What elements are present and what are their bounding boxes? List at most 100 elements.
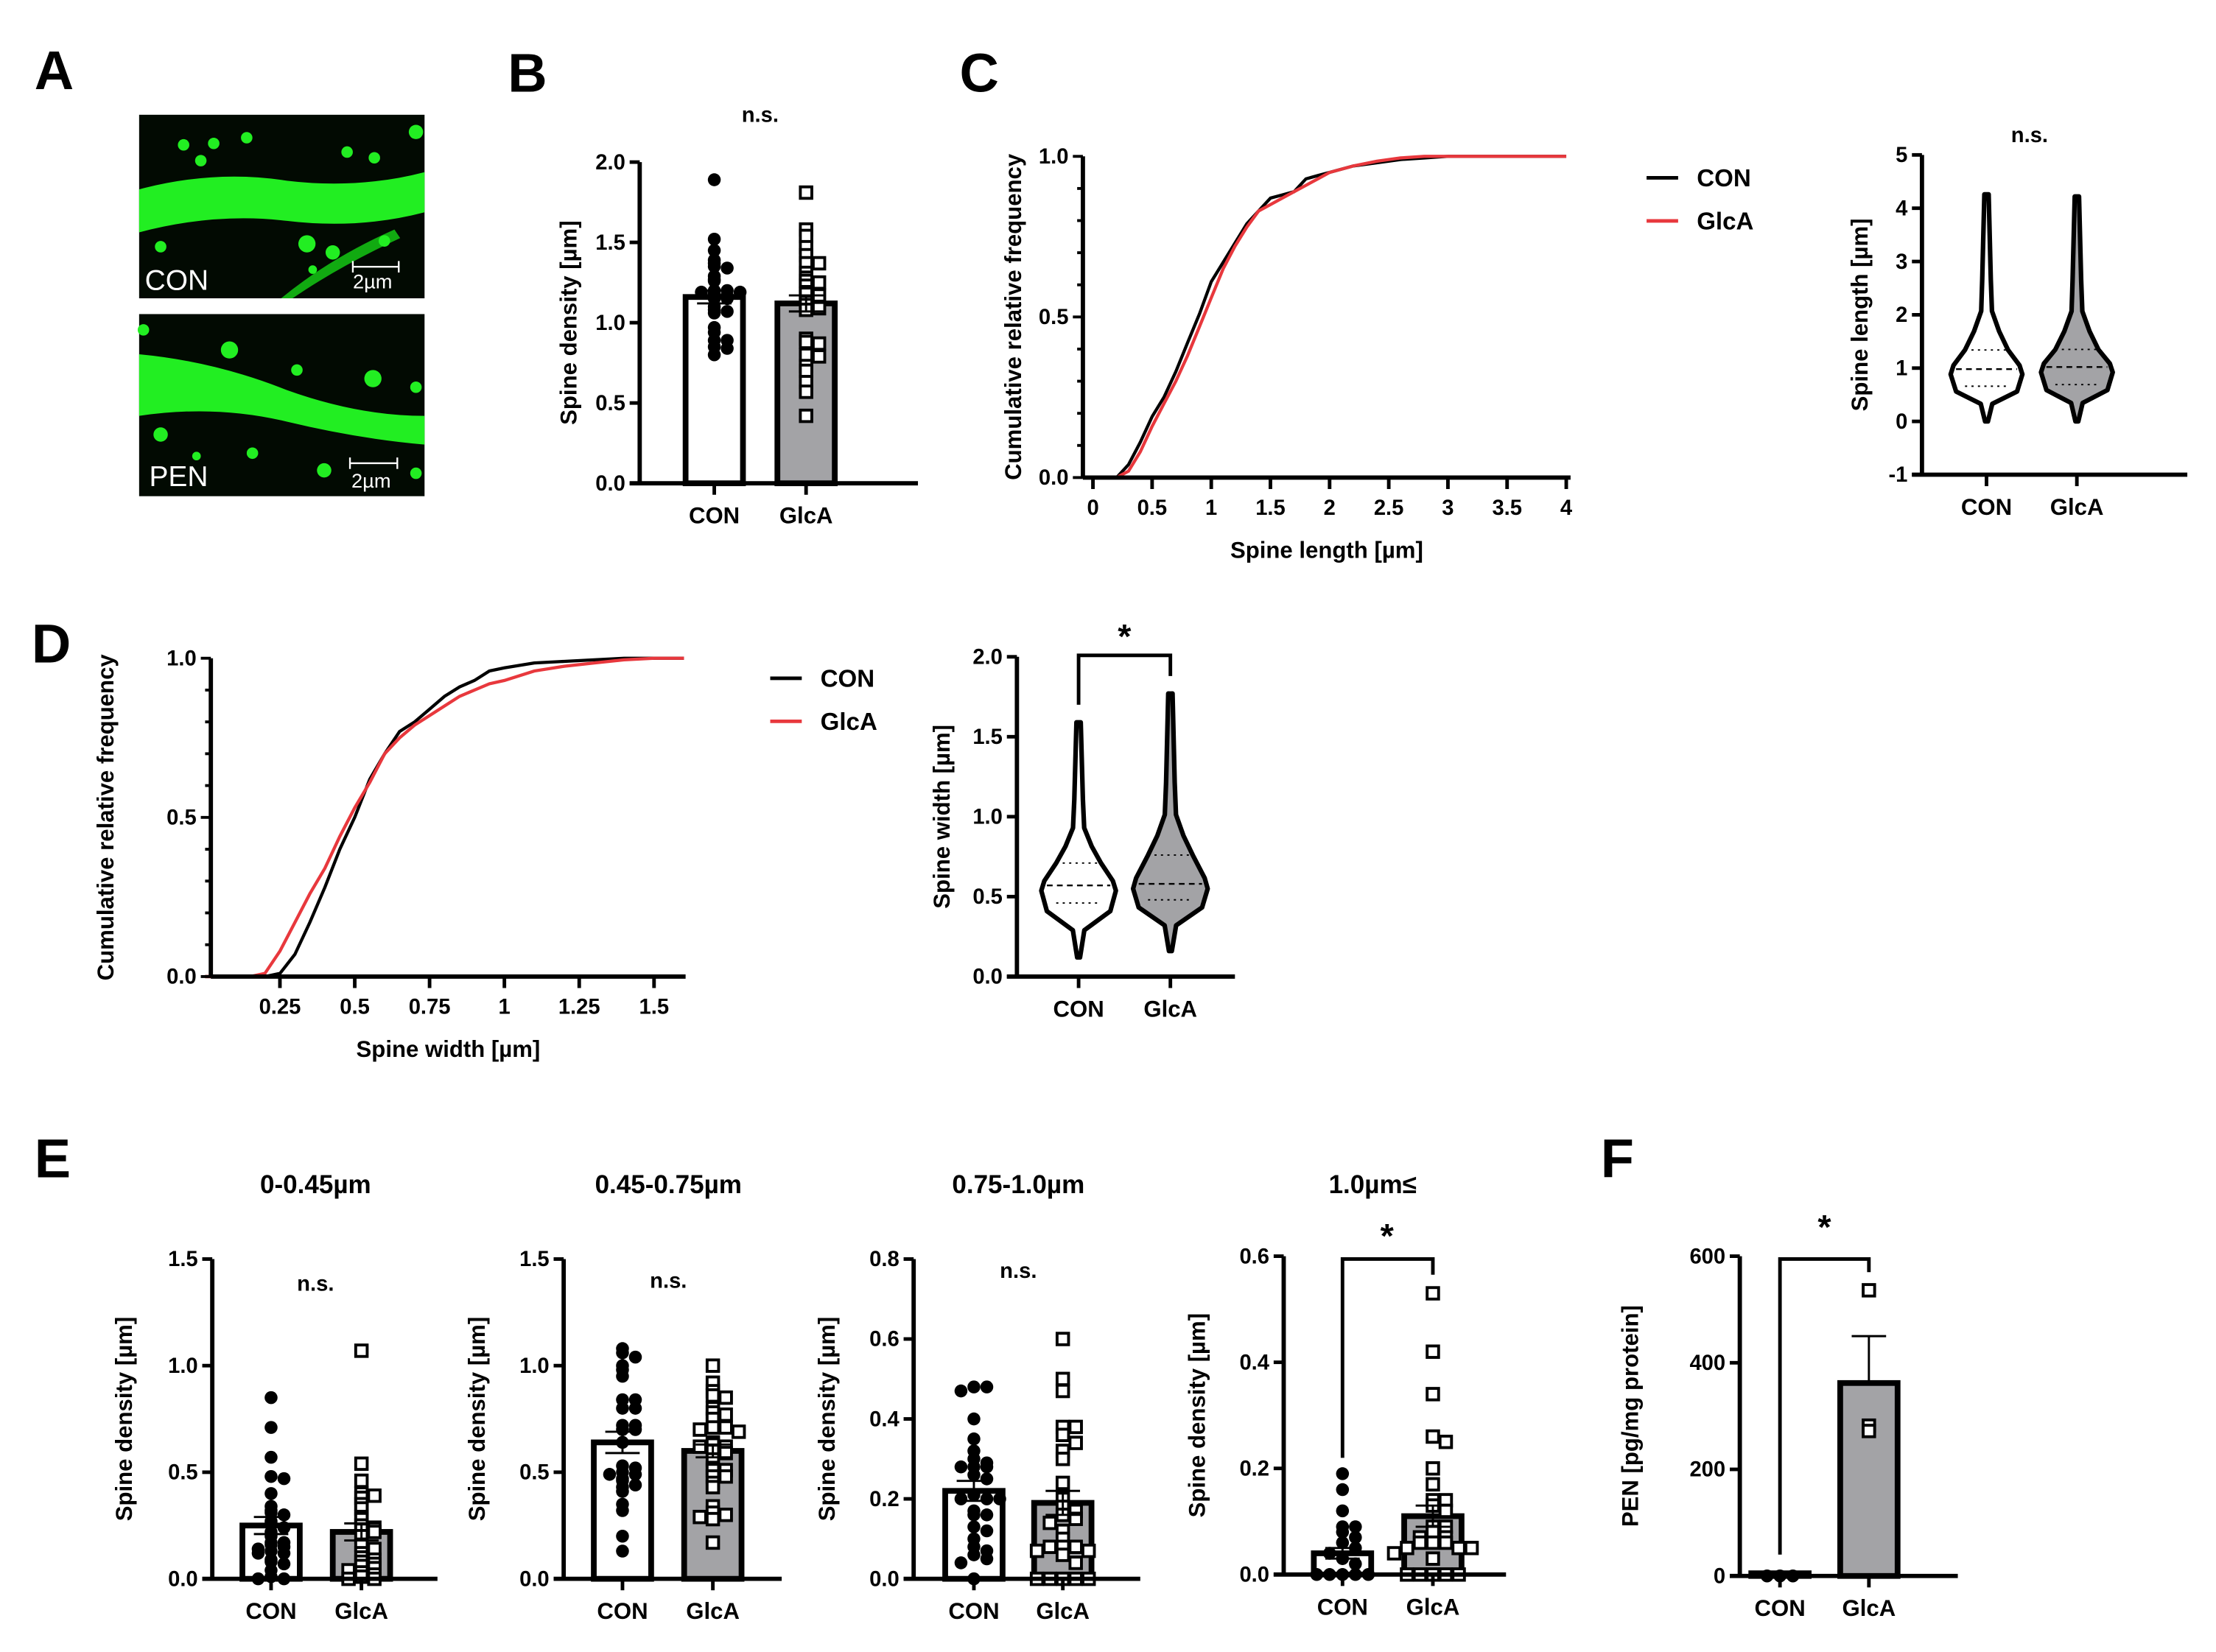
y-axis-label: Spine length [µm] — [1847, 218, 1873, 411]
data-point-glca — [1464, 1541, 1479, 1556]
y-tick-label: 0.0 — [595, 472, 625, 496]
y-tick-label: 0.5 — [166, 806, 197, 830]
data-point-glca — [718, 1407, 733, 1422]
y-tick-label: 1 — [1896, 357, 1907, 381]
y-axis-label: PEN [pg/mg protein] — [1617, 1305, 1643, 1527]
chart-c-violin: -1 0 1 2 3 4 5 CON GlcA Spine length [µm] n.s. — [1847, 124, 2188, 520]
y-tick-label: 600 — [1689, 1245, 1725, 1268]
y-tick-label: 400 — [1689, 1352, 1725, 1375]
chart-title: 1.0µm≤ — [1329, 1170, 1417, 1199]
data-point-con — [733, 285, 747, 299]
x-tick-label: 1 — [499, 996, 511, 1019]
x-tick-label-con: CON — [597, 1598, 648, 1624]
data-point-glca — [705, 1358, 720, 1373]
data-point-con — [628, 1468, 642, 1481]
data-point-glca — [1055, 1371, 1070, 1387]
x-tick-label-glca: GlcA — [779, 503, 833, 529]
y-tick-label: 2.0 — [972, 645, 1003, 669]
data-point-con — [720, 261, 734, 275]
data-point-glca — [1426, 1461, 1440, 1476]
data-point-con — [980, 1524, 994, 1538]
significance-label: * — [1381, 1217, 1395, 1255]
data-point-con — [277, 1547, 291, 1560]
data-point-glca — [1055, 1332, 1070, 1346]
data-point-glca — [799, 185, 813, 200]
data-point-glca — [1055, 1427, 1070, 1442]
data-point-glca — [1068, 1539, 1083, 1554]
x-tick-label-con: CON — [1755, 1595, 1806, 1621]
y-tick-label: 3 — [1896, 250, 1907, 274]
data-point-glca — [705, 1388, 720, 1403]
data-point-glca — [1055, 1383, 1070, 1399]
data-point-glca — [692, 1439, 707, 1454]
microscopy-image-pen: PEN 2µm — [137, 314, 425, 496]
data-point-glca — [1862, 1424, 1876, 1438]
y-tick-label: 0.0 — [1239, 1564, 1269, 1587]
y-axis-label: Spine density [µm] — [464, 1317, 490, 1521]
data-point-con — [980, 1492, 994, 1505]
data-point-con — [616, 1346, 629, 1360]
image-label-pen: PEN — [149, 461, 208, 493]
data-point-con — [967, 1412, 981, 1426]
data-point-glca — [705, 1420, 720, 1435]
data-point-con — [616, 1529, 629, 1543]
y-tick-label: 0.6 — [1239, 1245, 1269, 1268]
x-tick-label: 1 — [1205, 496, 1217, 520]
data-point-con — [616, 1544, 629, 1558]
data-point-con — [264, 1421, 278, 1434]
data-point-con — [628, 1478, 642, 1492]
y-axis-label: Spine density [µm] — [111, 1317, 137, 1521]
data-point-glca — [731, 1424, 746, 1439]
data-point-con — [980, 1508, 994, 1522]
data-point-glca — [1068, 1511, 1083, 1526]
data-point-glca — [1426, 1429, 1440, 1444]
data-point-con — [628, 1423, 642, 1436]
data-point-con — [616, 1369, 629, 1383]
y-tick-label: 0.4 — [869, 1407, 900, 1431]
data-point-glca — [799, 348, 813, 362]
y-axis-label: Cumulative relative frequency — [1000, 153, 1026, 480]
data-point-con — [1336, 1467, 1350, 1480]
chart-e1: 0.0 0.5 1.0 1.5 CON GlcA Spine density [µm] 0-0… — [111, 1170, 438, 1624]
data-point-glca — [799, 228, 813, 244]
data-point-glca — [1068, 1435, 1083, 1450]
bar-glca — [1837, 1379, 1901, 1579]
data-point-con — [707, 348, 721, 362]
data-point-glca — [1438, 1434, 1454, 1449]
significance-bracket — [1778, 1257, 1871, 1555]
x-tick-label-con: CON — [245, 1598, 296, 1624]
data-point-glca — [1412, 1535, 1428, 1550]
data-point-glca — [1426, 1387, 1440, 1402]
x-tick-label: 2 — [1324, 496, 1336, 520]
data-point-con — [967, 1432, 981, 1446]
significance-label: n.s. — [2011, 124, 2048, 147]
data-point-glca — [799, 408, 813, 423]
y-tick-label: 1.5 — [519, 1248, 550, 1271]
data-point-glca — [811, 275, 827, 290]
y-tick-label: 1.5 — [168, 1248, 198, 1271]
chart-title: 0.75-1.0µm — [952, 1170, 1084, 1199]
data-point-glca — [1386, 1546, 1402, 1561]
data-point-con — [1336, 1525, 1350, 1539]
data-point-con — [1336, 1536, 1350, 1550]
data-point-con — [264, 1469, 278, 1483]
data-point-glca — [1081, 1543, 1096, 1558]
data-point-con — [1349, 1530, 1362, 1544]
chart-title: 0.45-0.75µm — [595, 1170, 742, 1199]
y-tick-label: 0.2 — [869, 1488, 900, 1511]
data-point-con — [707, 260, 721, 273]
cdf-line-con — [1093, 155, 1567, 479]
y-tick-label: 5 — [1896, 144, 1907, 167]
data-point-glca — [718, 1508, 733, 1522]
data-point-con — [695, 285, 708, 299]
data-point-glca — [705, 1511, 720, 1527]
data-point-glca — [1068, 1556, 1083, 1570]
y-tick-label: 0 — [1896, 410, 1907, 434]
y-tick-label: 1.5 — [595, 231, 625, 255]
data-point-con — [707, 274, 721, 288]
x-tick-label: 2.5 — [1374, 496, 1404, 520]
y-tick-label: 1.0 — [1039, 145, 1069, 169]
x-tick-label-glca: GlcA — [1406, 1594, 1460, 1620]
data-point-glca — [692, 1509, 707, 1525]
